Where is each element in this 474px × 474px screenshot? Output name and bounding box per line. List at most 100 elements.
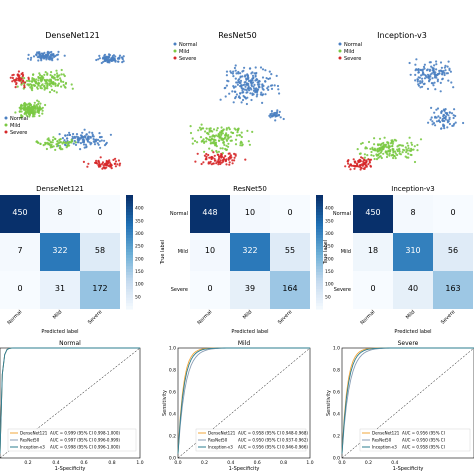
tsne-point (452, 86, 455, 89)
colorbar-step (316, 291, 323, 296)
tsne-point (245, 102, 248, 106)
x-tick-label: 0.4 (52, 460, 59, 466)
tsne-point (251, 92, 254, 95)
tsne-point (267, 85, 270, 88)
roc-legend-name: DenseNet121 (208, 431, 236, 436)
tsne-point (47, 142, 50, 145)
y-tick-label: 0.6 (169, 390, 176, 396)
tsne-point (217, 150, 220, 153)
tsne-point (107, 55, 110, 58)
colorbar-step (126, 306, 133, 310)
tsne-point (14, 111, 17, 114)
tsne-point (57, 82, 61, 85)
tsne-point (278, 92, 281, 95)
tsne-point (462, 121, 465, 125)
tsne-point (18, 110, 21, 113)
tsne-point (89, 136, 92, 139)
confusion-title: DenseNet121 (36, 185, 84, 193)
tsne-point (20, 110, 23, 113)
legend-label: Severe (10, 130, 27, 136)
tsne-point (76, 141, 79, 144)
tsne-point (385, 143, 388, 146)
tsne-point (208, 129, 211, 132)
tsne-point (212, 140, 216, 143)
tsne-point (224, 95, 227, 98)
tsne-point (36, 51, 39, 54)
tsne-point (261, 94, 264, 97)
tsne-point (35, 104, 38, 107)
tsne-point (27, 110, 30, 113)
tsne-point (50, 88, 54, 91)
tsne-point (443, 73, 446, 77)
tsne-point (58, 138, 61, 141)
tsne-point (434, 73, 437, 76)
colorbar-step (316, 269, 323, 273)
tsne-point (84, 143, 87, 146)
tsne-point (359, 152, 362, 155)
colorbar-step (126, 212, 133, 216)
tsne-point (224, 136, 227, 139)
tsne-point (443, 71, 446, 75)
tsne-point (105, 141, 108, 144)
tsne-point (454, 121, 457, 124)
colorbar-step (316, 206, 323, 210)
roc-legend-auc: AUC = 0.958 (95% CI 0.948-0.968) (238, 431, 308, 436)
tsne-point (394, 157, 397, 160)
tsne-point (85, 146, 88, 149)
tsne-point (396, 153, 399, 157)
tsne-point (228, 163, 231, 166)
tsne-point (378, 137, 382, 140)
tsne-point (237, 128, 240, 131)
tsne-point (271, 115, 274, 118)
tsne-point (448, 118, 451, 121)
tsne-point (51, 59, 54, 62)
colorbar-step (316, 232, 323, 236)
tsne-point (240, 141, 243, 144)
tsne-point (33, 84, 36, 87)
colorbar-tick: 50 (325, 294, 331, 300)
tsne-point (23, 84, 26, 87)
tsne-point (37, 79, 40, 82)
tsne-point (435, 63, 438, 66)
matrix-value: 7 (17, 246, 22, 255)
matrix-cell (393, 233, 433, 271)
tsne-point (44, 103, 47, 107)
tsne-point (276, 109, 279, 112)
tsne-point (257, 81, 260, 84)
tsne-point (56, 143, 59, 146)
tsne-point (417, 71, 420, 74)
colorbar-tick: 200 (135, 256, 144, 262)
colorbar-tick: 150 (325, 269, 334, 275)
colorbar-step (126, 254, 133, 259)
tsne-point (118, 164, 121, 167)
tsne-point (54, 82, 57, 86)
tsne-point (258, 86, 261, 89)
matrix-value: 0 (207, 284, 212, 293)
tsne-point (439, 116, 442, 119)
colorbar-step (126, 260, 133, 264)
tsne-point (435, 68, 438, 71)
tsne-point (369, 164, 372, 167)
legend-label: Mild (344, 49, 354, 55)
tsne-point (398, 147, 401, 150)
tsne-point (435, 60, 438, 63)
col-tick-label: Severe (277, 309, 293, 325)
tsne-point (51, 145, 54, 149)
tsne-point (31, 86, 34, 90)
colorbar-tick: 250 (325, 244, 334, 250)
tsne-point (56, 53, 60, 56)
tsne-point (92, 140, 95, 143)
tsne-point (55, 91, 58, 94)
matrix-cell (353, 233, 393, 271)
legend-marker (338, 49, 342, 53)
tsne-point (225, 132, 228, 135)
x-tick-label: 0.0 (174, 460, 181, 466)
tsne-point (15, 79, 18, 82)
tsne-point (416, 143, 419, 147)
tsne-point (445, 112, 448, 115)
tsne-point (50, 71, 53, 74)
tsne-point (241, 98, 245, 102)
tsne-point (41, 52, 44, 55)
tsne-point (393, 150, 397, 153)
matrix-cell (40, 271, 80, 309)
